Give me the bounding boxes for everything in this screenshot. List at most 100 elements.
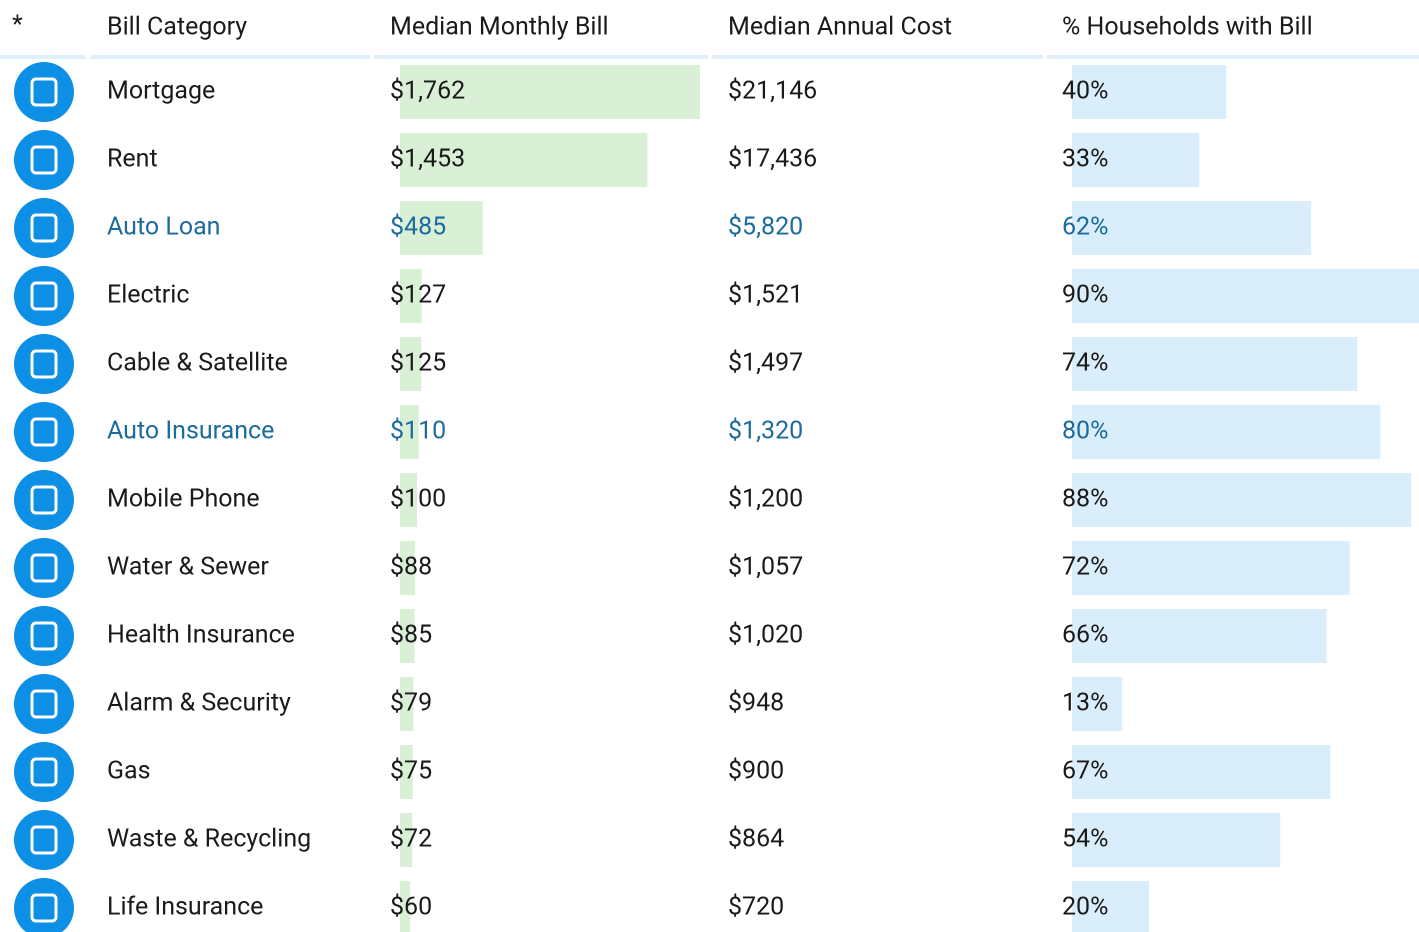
category-icon: [14, 810, 74, 870]
monthly-cell: $60: [390, 893, 432, 922]
monthly-bar: [400, 813, 413, 867]
category-icon: [14, 198, 74, 258]
icon-circle: [14, 470, 74, 530]
header-cell: *: [12, 11, 23, 40]
households-bar: [1072, 609, 1327, 663]
icon-circle: [14, 674, 74, 734]
annual-cell: $1,020: [728, 621, 803, 650]
monthly-bar: [400, 337, 422, 391]
households-bar: [1072, 337, 1358, 391]
monthly-cell: $485: [390, 213, 446, 242]
monthly-cell: $88: [390, 553, 432, 582]
households-cell: 62%: [1062, 213, 1108, 242]
annual-cell: $900: [728, 757, 784, 786]
icon-glyph: [30, 77, 58, 107]
households-cell: 13%: [1062, 689, 1108, 718]
monthly-cell: $75: [390, 757, 432, 786]
households-cell: 72%: [1062, 553, 1108, 582]
icon-glyph: [30, 553, 58, 583]
icon-glyph: [30, 213, 58, 243]
icon-glyph: [30, 825, 58, 855]
icon-circle: [14, 266, 74, 326]
category-icon: [14, 266, 74, 326]
households-cell: 20%: [1062, 893, 1108, 922]
households-bar: [1072, 133, 1200, 187]
households-bar: [1072, 269, 1419, 323]
category-cell: Alarm & Security: [107, 689, 291, 718]
households-bar: [1072, 813, 1281, 867]
monthly-cell: $1,762: [390, 77, 465, 106]
icon-glyph: [30, 417, 58, 447]
annual-cell: $864: [728, 825, 784, 854]
monthly-cell: $125: [390, 349, 446, 378]
category-icon: [14, 62, 74, 122]
households-bar: [1072, 65, 1227, 119]
households-bar: [1072, 881, 1150, 932]
icon-glyph: [30, 689, 58, 719]
households-cell: 67%: [1062, 757, 1108, 786]
monthly-bar: [400, 473, 418, 527]
icon-circle: [14, 538, 74, 598]
category-cell: Rent: [107, 145, 158, 174]
monthly-bar: [400, 201, 483, 255]
annual-cell: $1,200: [728, 485, 803, 514]
households-cell: 90%: [1062, 281, 1108, 310]
category-cell: Gas: [107, 757, 151, 786]
annual-cell: $1,497: [728, 349, 803, 378]
icon-circle: [14, 878, 74, 932]
monthly-bar: [400, 65, 700, 119]
icon-circle: [14, 198, 74, 258]
annual-cell: $720: [728, 893, 784, 922]
icon-circle: [14, 606, 74, 666]
households-cell: 54%: [1062, 825, 1108, 854]
households-bar: [1072, 745, 1331, 799]
annual-cell: $1,057: [728, 553, 803, 582]
monthly-cell: $72: [390, 825, 432, 854]
header-cell: Median Monthly Bill: [390, 13, 609, 42]
annual-cell: $1,521: [728, 281, 803, 310]
monthly-cell: $127: [390, 281, 446, 310]
annual-cell: $948: [728, 689, 784, 718]
icon-glyph: [30, 349, 58, 379]
icon-circle: [14, 742, 74, 802]
category-icon: [14, 402, 74, 462]
category-icon: [14, 130, 74, 190]
households-cell: 74%: [1062, 349, 1108, 378]
category-icon: [14, 470, 74, 530]
category-icon: [14, 606, 74, 666]
households-cell: 66%: [1062, 621, 1108, 650]
category-icon: [14, 742, 74, 802]
header-cell: Bill Category: [107, 13, 247, 42]
monthly-bar: [400, 609, 415, 663]
monthly-bar: [400, 541, 415, 595]
header-cell: Median Annual Cost: [728, 13, 952, 42]
households-cell: 80%: [1062, 417, 1108, 446]
monthly-bar: [400, 745, 413, 799]
icon-circle: [14, 334, 74, 394]
monthly-cell: $85: [390, 621, 432, 650]
category-cell: Auto Loan: [107, 213, 220, 242]
icon-circle: [14, 810, 74, 870]
monthly-cell: $110: [390, 417, 446, 446]
households-bar: [1072, 677, 1123, 731]
annual-cell: $21,146: [728, 77, 817, 106]
households-cell: 33%: [1062, 145, 1108, 174]
category-cell: Water & Sewer: [107, 553, 269, 582]
category-cell: Life Insurance: [107, 893, 263, 922]
category-cell: Auto Insurance: [107, 417, 274, 446]
icon-glyph: [30, 621, 58, 651]
monthly-cell: $1,453: [390, 145, 465, 174]
category-cell: Health Insurance: [107, 621, 295, 650]
monthly-bar: [400, 133, 648, 187]
monthly-cell: $79: [390, 689, 432, 718]
icon-glyph: [30, 485, 58, 515]
monthly-bar: [400, 269, 422, 323]
category-cell: Electric: [107, 281, 189, 310]
icon-circle: [14, 402, 74, 462]
households-cell: 40%: [1062, 77, 1108, 106]
monthly-bar: [400, 881, 411, 932]
households-cell: 88%: [1062, 485, 1108, 514]
category-cell: Cable & Satellite: [107, 349, 288, 378]
category-cell: Waste & Recycling: [107, 825, 311, 854]
